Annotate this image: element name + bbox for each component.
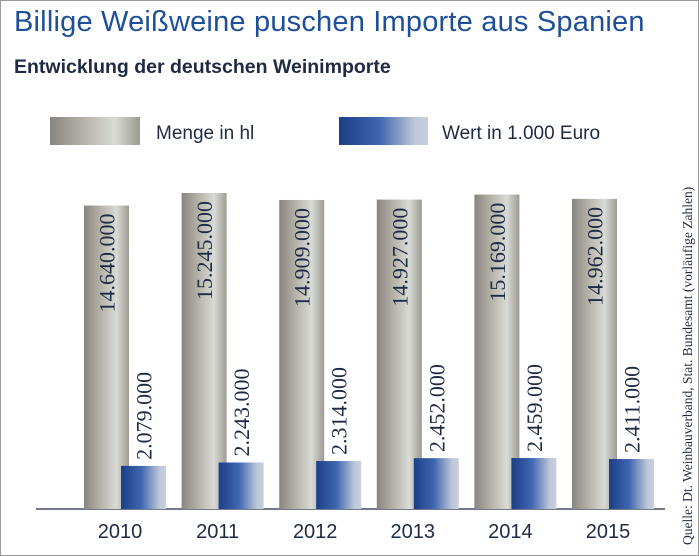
x-tick-2013: 2013	[391, 521, 436, 543]
bar-menge-2010	[84, 205, 129, 509]
label-menge-2013: 14.927.000	[387, 208, 412, 307]
bar-menge-2011	[181, 193, 227, 509]
legend-label-wert: Wert in 1.000 Euro	[442, 123, 600, 144]
bar-wert-2014	[511, 458, 557, 509]
bar-menge-2014	[474, 194, 520, 510]
label-menge-2011: 15.245.000	[192, 201, 217, 300]
source-note: Quelle: Dt. Weinbauverband, Stat. Bundes…	[680, 186, 695, 545]
label-wert-2010: 2.079.000	[132, 372, 157, 460]
chart-subtitle: Entwicklung der deutschen Weinimporte	[14, 56, 391, 78]
label-wert-2013: 2.452.000	[424, 364, 449, 452]
label-menge-2014: 15.169.000	[485, 203, 510, 302]
label-wert-2012: 2.314.000	[327, 367, 352, 455]
bar-menge-2012	[279, 199, 325, 509]
bar-wert-2013	[413, 458, 459, 509]
label-wert-2015: 2.411.000	[620, 366, 645, 453]
x-tick-2012: 2012	[293, 521, 338, 543]
bar-wert-2010	[121, 465, 166, 509]
bar-wert-2012	[316, 461, 362, 509]
x-tick-2010: 2010	[98, 521, 143, 543]
legend-swatch-wert	[339, 117, 428, 145]
bar-menge-2015	[572, 198, 617, 509]
label-wert-2014: 2.459.000	[522, 364, 547, 452]
label-wert-2011: 2.243.000	[229, 369, 254, 457]
label-menge-2012: 14.909.000	[290, 208, 315, 307]
bar-wert-2011	[218, 462, 264, 509]
x-tick-2014: 2014	[488, 521, 533, 543]
label-menge-2010: 14.640.000	[95, 214, 120, 313]
chart-title: Billige Weißweine puschen Importe aus Sp…	[14, 6, 645, 38]
bar-menge-2013	[376, 199, 422, 509]
x-tick-2011: 2011	[196, 521, 239, 543]
legend-swatch-menge	[50, 117, 140, 145]
legend-label-menge: Menge in hl	[156, 123, 254, 144]
label-menge-2015: 14.962.000	[583, 207, 608, 306]
bar-wert-2015	[609, 459, 654, 509]
bars-group: 14.640.000 2.079.000 2010 15.245.000 2.243.0…	[84, 193, 654, 543]
x-tick-2015: 2015	[586, 521, 631, 543]
legend: Menge in hl Wert in 1.000 Euro	[50, 117, 600, 145]
